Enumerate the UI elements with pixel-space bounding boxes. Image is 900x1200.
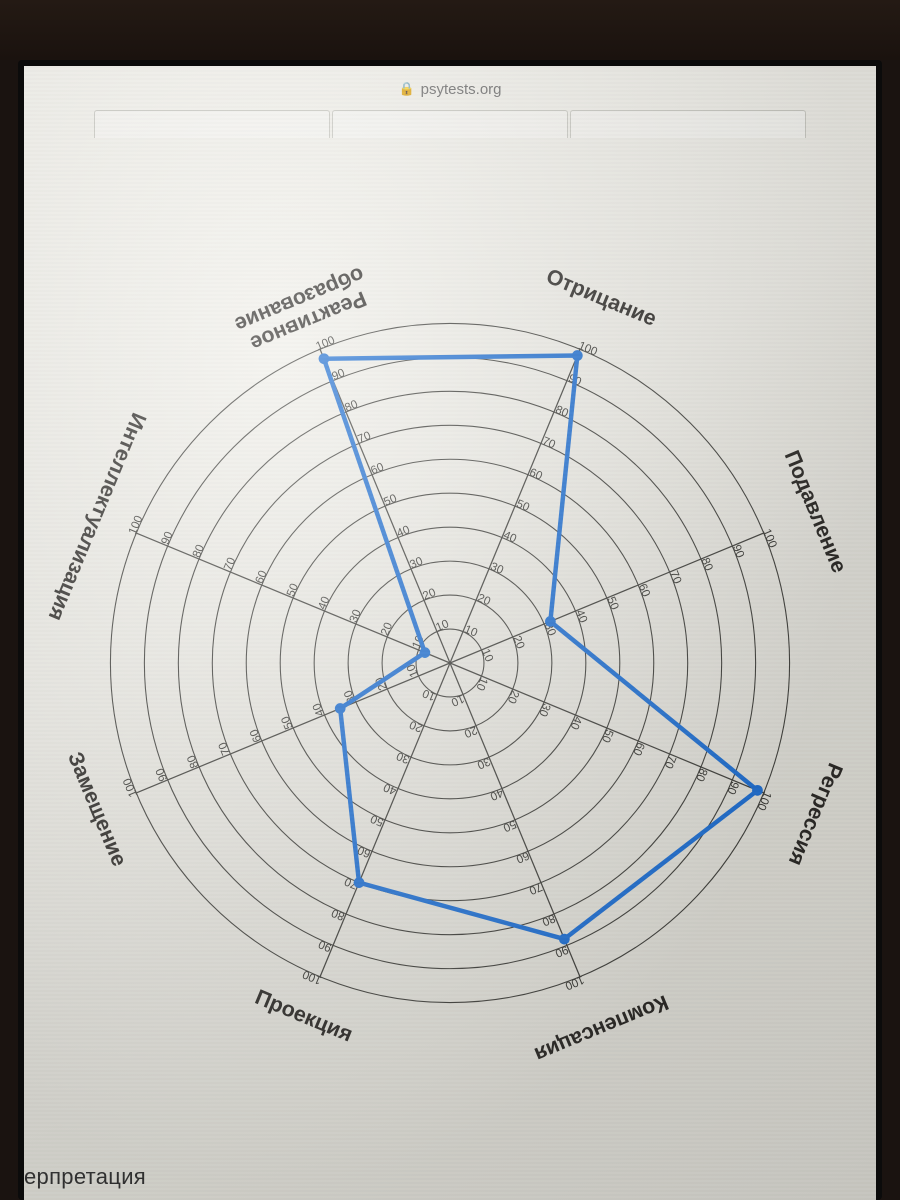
svg-text:Компенсация: Компенсация <box>531 990 672 1067</box>
screen: 🔒 psytests.org 1020304050607080901001020… <box>24 66 876 1200</box>
radar-chart: 1020304050607080901001020304050607080901… <box>30 193 870 1133</box>
ring-label: 100 <box>314 334 337 353</box>
radar-data-point <box>335 703 346 714</box>
page-text-fragment: ерпретация <box>24 1164 146 1190</box>
tab-strip <box>94 110 806 138</box>
radar-data-point <box>545 616 556 627</box>
screen-frame: 🔒 psytests.org 1020304050607080901001020… <box>18 60 882 1200</box>
ring-label: 100 <box>563 973 586 992</box>
ring-label: 100 <box>126 514 145 537</box>
radar-data-point <box>752 785 763 796</box>
axis-label: Подавление <box>780 447 852 576</box>
lock-icon: 🔒 <box>398 81 414 97</box>
axis-label: Реактивноеобразование <box>231 262 376 358</box>
radar-data-point <box>572 350 583 361</box>
browser-address-bar[interactable]: 🔒 psytests.org <box>24 72 876 106</box>
ring-label: 100 <box>301 968 324 987</box>
device-bezel <box>0 0 900 60</box>
svg-text:Проекция: Проекция <box>252 985 356 1047</box>
svg-text:Подавление: Подавление <box>780 447 852 576</box>
tab[interactable] <box>332 110 568 138</box>
svg-text:Регрессия: Регрессия <box>784 760 848 870</box>
ring-label: 100 <box>121 776 140 799</box>
axis-label: Регрессия <box>784 760 848 870</box>
axis-label: Замещение <box>63 748 132 869</box>
radar-chart-container: 1020304050607080901001020304050607080901… <box>24 186 876 1140</box>
address-domain: psytests.org <box>421 81 502 98</box>
radar-grid: 1020304050607080901001020304050607080901… <box>110 323 789 1002</box>
tab[interactable] <box>94 110 330 138</box>
radar-data-point <box>559 934 570 945</box>
axis-label: Проекция <box>252 985 356 1047</box>
device-photo-frame: 🔒 psytests.org 1020304050607080901001020… <box>0 0 900 1200</box>
svg-text:Отрицание: Отрицание <box>543 264 660 331</box>
radar-data-point <box>319 353 330 364</box>
ring-label: 100 <box>760 527 779 550</box>
axis-label: Компенсация <box>531 990 672 1067</box>
axis-label: Отрицание <box>543 264 660 331</box>
svg-text:Замещение: Замещение <box>63 748 132 869</box>
tab[interactable] <box>570 110 806 138</box>
radar-data-point <box>354 877 365 888</box>
radar-data-point <box>420 647 431 658</box>
